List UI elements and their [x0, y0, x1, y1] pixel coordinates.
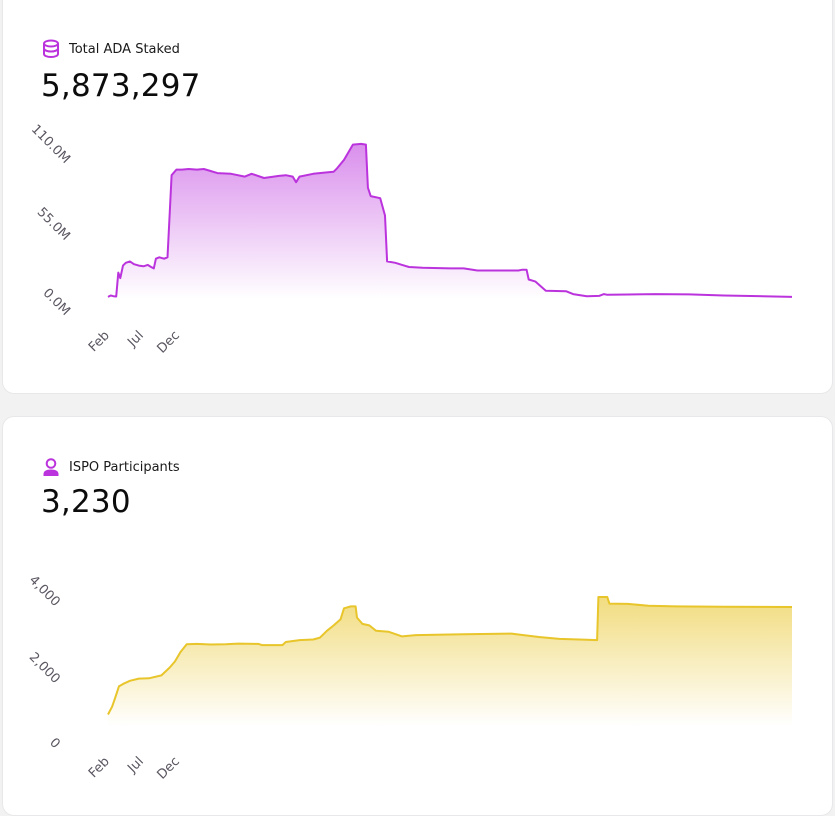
stat-value: 3,230	[41, 484, 131, 520]
y-tick-label: 4,000	[26, 573, 63, 610]
series-line	[107, 142, 793, 298]
ispo-participants-card: ISPO Participants 3,230 0 2,000 4,000 Feb Ju…	[2, 416, 833, 816]
x-tick-label: Feb	[86, 754, 113, 781]
stat-value: 5,873,297	[41, 68, 201, 104]
x-tick-label: Feb	[86, 328, 113, 355]
y-tick-label: 110.0M	[28, 122, 73, 167]
staked-area-chart: 0.0M 55.0M 110.0M Feb Jul Dec	[28, 122, 793, 357]
card-header: ISPO Participants	[41, 457, 180, 477]
y-tick-label: 55.0M	[34, 205, 73, 244]
participants-area-chart: 0 2,000 4,000 Feb Jul Dec	[26, 573, 793, 783]
x-tick-label: Dec	[154, 328, 182, 356]
series-area-fill	[108, 143, 792, 299]
card-header: Total ADA Staked	[41, 39, 180, 59]
user-icon	[41, 457, 61, 477]
y-tick-label: 0.0M	[40, 286, 73, 319]
series-line	[107, 596, 793, 715]
card-title: ISPO Participants	[69, 459, 180, 475]
x-tick-label: Dec	[154, 754, 182, 782]
total-ada-staked-card: Total ADA Staked 5,873,297 0.0M 55.0M 110.…	[2, 0, 833, 394]
y-tick-label: 0	[46, 735, 62, 751]
series-area-fill	[108, 597, 792, 727]
x-tick-label: Jul	[124, 754, 146, 776]
x-tick-label: Jul	[124, 328, 146, 350]
y-tick-label: 2,000	[26, 650, 63, 687]
coins-stack-icon	[41, 39, 61, 59]
card-title: Total ADA Staked	[69, 41, 180, 57]
